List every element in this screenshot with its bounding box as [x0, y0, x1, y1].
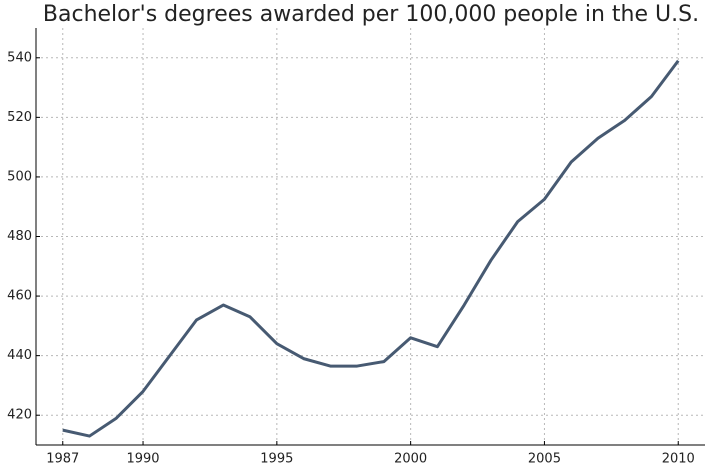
x-tick-label: 2010 — [662, 452, 695, 467]
x-tick-label: 1987 — [46, 452, 79, 467]
y-tick-label: 420 — [7, 408, 32, 423]
y-tick-label: 460 — [7, 289, 32, 304]
chart-title: Bachelor's degrees awarded per 100,000 p… — [43, 2, 699, 27]
x-tick-label: 2000 — [394, 452, 427, 467]
y-tick-label: 500 — [7, 169, 32, 184]
y-tick-label: 440 — [7, 348, 32, 363]
x-tick-label: 1995 — [260, 452, 293, 467]
x-tick-label: 1990 — [126, 452, 159, 467]
y-tick-label: 540 — [7, 50, 32, 65]
y-tick-label: 520 — [7, 110, 32, 125]
data-line — [62, 59, 680, 438]
y-tick-label: 480 — [7, 229, 32, 244]
x-tick-label: 2005 — [528, 452, 561, 467]
